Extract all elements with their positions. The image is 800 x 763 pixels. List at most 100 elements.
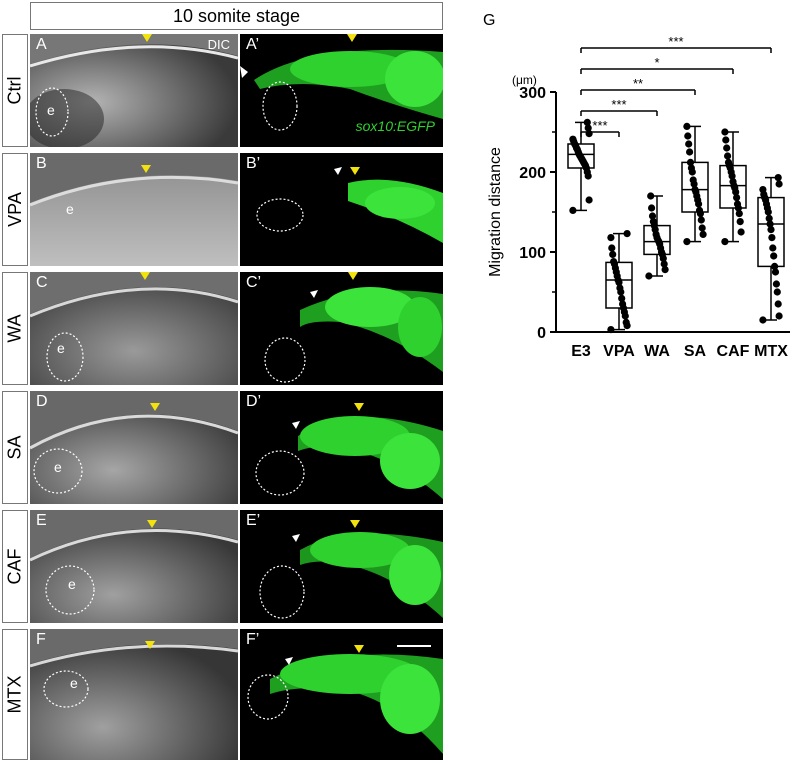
row-label-vpa: VPA bbox=[2, 153, 28, 266]
data-point bbox=[622, 318, 630, 326]
reporter-tag: sox10:EGFP bbox=[355, 118, 435, 134]
eye-marker: e bbox=[54, 459, 62, 475]
data-point bbox=[683, 122, 691, 130]
data-point bbox=[691, 186, 699, 194]
yellow-arrowhead-icon bbox=[150, 403, 160, 411]
data-point bbox=[729, 178, 737, 186]
data-point bbox=[775, 312, 783, 320]
eye-marker: e bbox=[66, 201, 74, 217]
data-point bbox=[775, 180, 783, 188]
data-point bbox=[607, 234, 615, 242]
panel-label: C bbox=[36, 274, 48, 291]
data-point bbox=[772, 280, 780, 288]
data-point bbox=[585, 196, 593, 204]
x-tick-label: MTX bbox=[754, 343, 788, 360]
panel-e-dic: E e bbox=[30, 510, 238, 623]
panel-d-fluo: D’ bbox=[240, 391, 443, 504]
panel-a-dic: A DIC e bbox=[30, 34, 238, 147]
eye-marker: e bbox=[57, 340, 65, 356]
row-label-text: Ctrl bbox=[4, 76, 25, 105]
eye-marker: e bbox=[47, 102, 55, 118]
data-point bbox=[607, 326, 615, 334]
data-point bbox=[616, 284, 624, 292]
y-tick-label: 0 bbox=[537, 325, 546, 342]
panel-g-label: G bbox=[483, 12, 496, 29]
significance-label: *** bbox=[611, 97, 626, 112]
data-point bbox=[647, 192, 655, 200]
data-point bbox=[765, 214, 773, 222]
data-point bbox=[661, 266, 669, 274]
data-point bbox=[736, 218, 744, 226]
scale-bar bbox=[397, 645, 431, 647]
panel-a-fluo: A’ sox10:EGFP bbox=[240, 34, 443, 147]
yellow-arrowhead-icon bbox=[147, 520, 157, 528]
data-point bbox=[583, 118, 591, 126]
data-point bbox=[769, 244, 777, 252]
data-point bbox=[774, 174, 782, 182]
x-tick-label: CAF bbox=[717, 343, 750, 360]
data-point bbox=[733, 200, 742, 208]
row-label-text: WA bbox=[4, 314, 25, 343]
data-point bbox=[618, 294, 626, 302]
data-point bbox=[722, 136, 730, 144]
x-tick-label: E3 bbox=[571, 343, 591, 360]
row-label-text: VPA bbox=[4, 192, 25, 227]
panel-label: C’ bbox=[246, 274, 262, 291]
data-point bbox=[610, 258, 618, 266]
panel-b-fluo: B’ bbox=[240, 153, 443, 266]
data-point bbox=[735, 210, 743, 218]
data-point bbox=[773, 288, 781, 296]
data-point bbox=[767, 226, 775, 234]
data-point bbox=[723, 144, 731, 152]
x-tick-label: SA bbox=[684, 343, 707, 360]
data-point bbox=[686, 158, 695, 166]
stage-title-text: 10 somite stage bbox=[172, 5, 301, 26]
data-point bbox=[685, 140, 693, 148]
box bbox=[719, 164, 747, 209]
box bbox=[681, 161, 709, 213]
data-point bbox=[766, 220, 774, 228]
data-point bbox=[771, 268, 780, 276]
data-point bbox=[687, 164, 695, 172]
significance-label: *** bbox=[668, 34, 683, 49]
eye-marker: e bbox=[68, 576, 76, 592]
box bbox=[757, 196, 785, 268]
panel-c-fluo: C’ bbox=[240, 272, 443, 385]
panel-label: B’ bbox=[246, 155, 261, 172]
white-arrowhead-icon bbox=[292, 534, 300, 542]
yellow-arrowhead-icon bbox=[141, 165, 151, 173]
box bbox=[567, 143, 595, 169]
data-point bbox=[759, 316, 767, 324]
data-point bbox=[698, 224, 706, 232]
significance-label: * bbox=[654, 55, 659, 70]
row-label-text: CAF bbox=[4, 548, 25, 585]
white-arrowhead-icon bbox=[334, 167, 342, 175]
row-label-text: MTX bbox=[4, 675, 25, 714]
figure-stage-title: 10 somite stage bbox=[30, 2, 443, 30]
data-point bbox=[733, 194, 741, 202]
data-point bbox=[721, 128, 729, 136]
data-point bbox=[724, 158, 733, 166]
data-point bbox=[648, 212, 657, 220]
data-point bbox=[759, 186, 767, 194]
data-point bbox=[770, 252, 778, 260]
data-point bbox=[721, 238, 729, 246]
yellow-arrowhead-icon bbox=[348, 272, 358, 280]
data-point bbox=[774, 300, 782, 308]
y-tick-label: 200 bbox=[519, 165, 546, 182]
data-point bbox=[697, 216, 705, 224]
data-point bbox=[699, 230, 707, 238]
panel-label: A bbox=[36, 36, 47, 53]
y-unit-label: (μm) bbox=[512, 73, 537, 87]
row-label-sa: SA bbox=[2, 391, 28, 504]
panel-f-dic: F e bbox=[30, 629, 238, 760]
yellow-arrowhead-icon bbox=[350, 167, 360, 175]
migration-chart: 0 100 200 300 (μm) Migration distance E3 VPA WA S… bbox=[470, 30, 793, 375]
panel-label: D’ bbox=[246, 393, 262, 410]
data-point bbox=[608, 244, 616, 252]
data-point bbox=[569, 206, 577, 214]
chart-svg: 0 100 200 300(μm) Migration distance E3 VPA WA S… bbox=[487, 34, 793, 360]
y-axis-label: Migration distance bbox=[487, 147, 504, 277]
data-point bbox=[771, 262, 779, 270]
panel-label: F bbox=[36, 631, 46, 648]
